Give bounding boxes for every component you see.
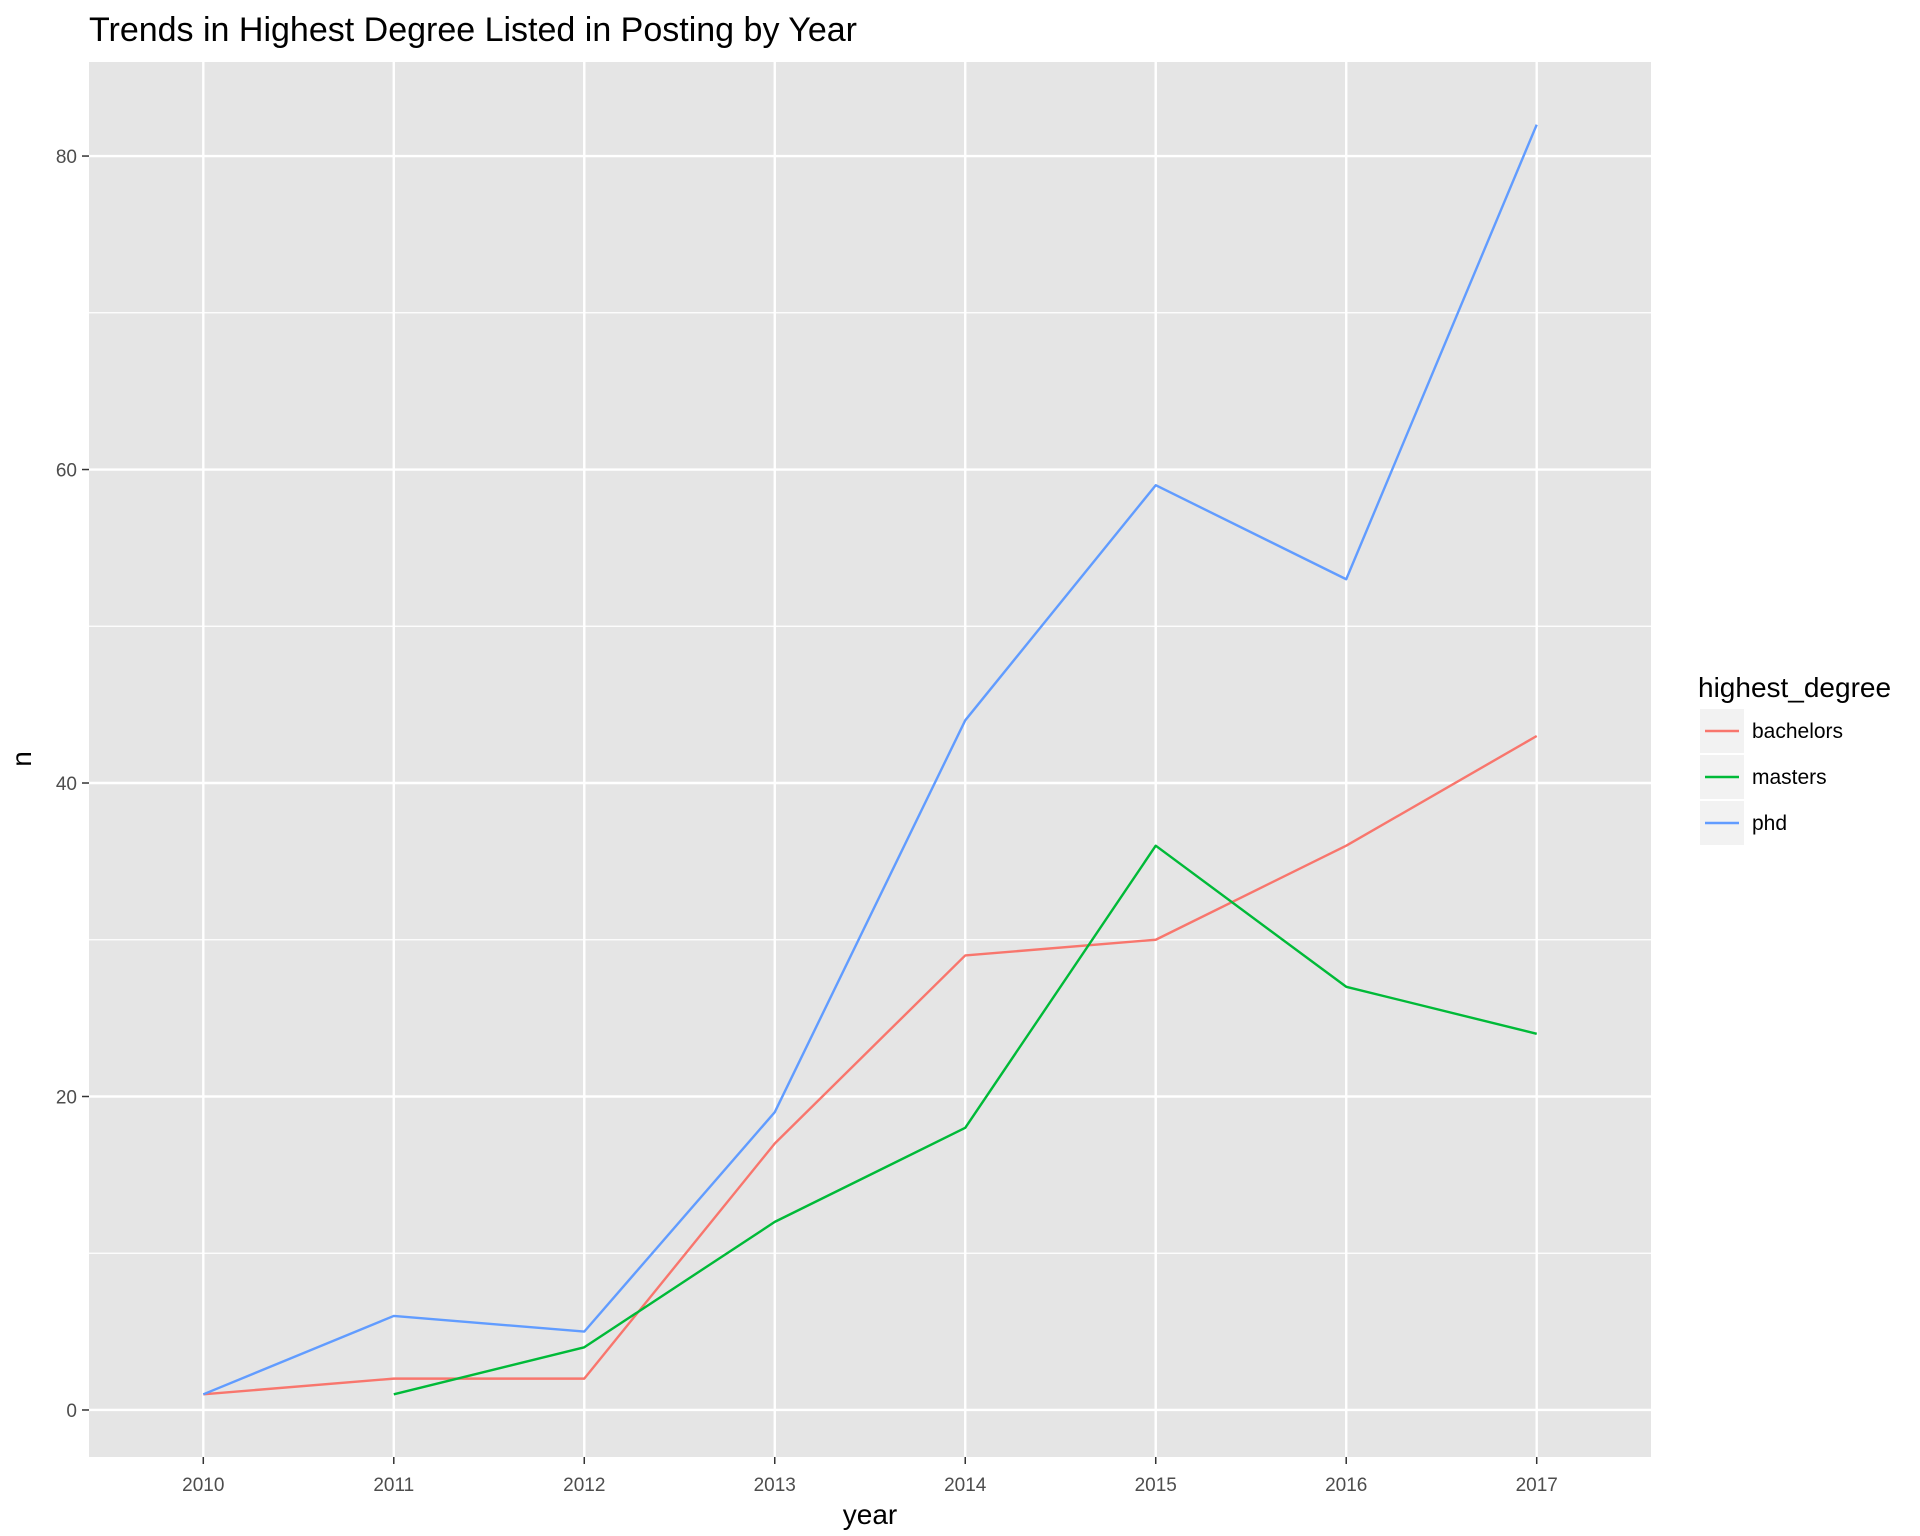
y-tick-label: 20 — [56, 1087, 77, 1108]
x-tick-label: 2010 — [182, 1475, 224, 1496]
x-tick-label: 2016 — [1325, 1475, 1367, 1496]
legend-title: highest_degree — [1698, 672, 1891, 703]
x-tick-label: 2011 — [373, 1475, 414, 1496]
x-tick-label: 2015 — [1135, 1475, 1177, 1496]
y-axis-title: n — [6, 751, 37, 767]
legend-label-phd: phd — [1752, 812, 1787, 835]
y-tick-label: 0 — [66, 1401, 77, 1422]
x-tick-label: 2013 — [754, 1475, 796, 1496]
x-tick-label: 2017 — [1516, 1475, 1558, 1496]
legend-label-bachelors: bachelors — [1752, 720, 1843, 743]
x-axis-title: year — [843, 1499, 897, 1530]
legend-label-masters: masters — [1752, 766, 1827, 789]
legend-items: bachelors masters phd — [1700, 709, 1843, 845]
chart-title: Trends in Highest Degree Listed in Posti… — [89, 11, 857, 49]
x-tick-label: 2014 — [944, 1475, 987, 1496]
x-tick-label: 2012 — [563, 1475, 605, 1496]
series-line-phd — [202, 124, 1538, 1396]
major-gridlines — [89, 62, 1651, 1457]
plot-panel — [89, 62, 1651, 1457]
series-line-bachelors — [203, 734, 1538, 1396]
minor-gridlines — [89, 312, 1651, 1254]
x-axis-ticks: 2010 2011 2012 2013 2014 2015 2016 2017 — [182, 1457, 1558, 1496]
y-tick-label: 80 — [56, 147, 77, 168]
y-tick-label: 60 — [56, 461, 77, 482]
series-lines — [202, 124, 1538, 1396]
series-line-masters — [393, 844, 1537, 1396]
y-axis-ticks: 0 20 40 60 80 — [56, 147, 89, 1422]
y-tick-label: 40 — [56, 774, 77, 795]
legend: highest_degree bachelors masters phd — [1698, 672, 1891, 845]
